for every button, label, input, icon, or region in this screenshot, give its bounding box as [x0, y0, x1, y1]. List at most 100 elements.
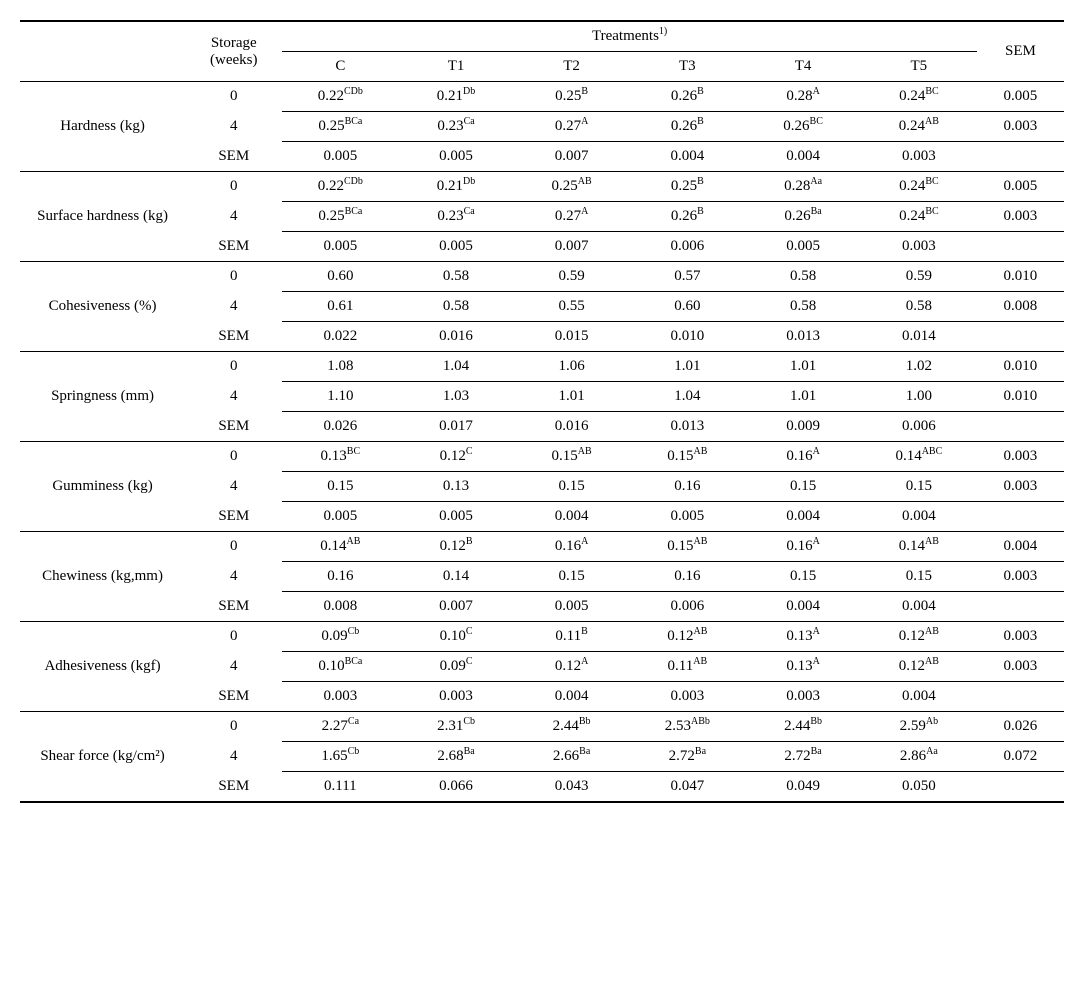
value-number: 2.31 — [437, 718, 463, 734]
value-cell: 0.12AB — [861, 622, 977, 652]
value-cell: 0.22CDb — [282, 82, 398, 112]
storage-cell: 0 — [185, 622, 282, 652]
value-cell: 0.003 — [745, 682, 861, 712]
storage-cell: SEM — [185, 412, 282, 442]
value-number: 1.01 — [790, 388, 816, 404]
value-cell: 0.004 — [861, 592, 977, 622]
value-number: 0.007 — [439, 598, 473, 614]
row-group-label: Adhesiveness (kgf) — [20, 622, 185, 712]
value-number: 0.59 — [558, 268, 584, 284]
value-cell: 0.007 — [514, 142, 630, 172]
value-number: 0.09 — [321, 628, 347, 644]
sem-cell — [977, 412, 1064, 442]
value-cell: 1.04 — [398, 352, 514, 382]
value-cell: 0.005 — [282, 502, 398, 532]
value-number: 1.01 — [674, 358, 700, 374]
storage-cell: 4 — [185, 112, 282, 142]
sem-cell: 0.010 — [977, 262, 1064, 292]
value-number: 0.55 — [558, 298, 584, 314]
value-cell: 0.23Ca — [398, 112, 514, 142]
value-sup: AB — [925, 116, 939, 127]
treatments-header: Treatments1) — [282, 21, 976, 52]
value-cell: 0.009 — [745, 412, 861, 442]
sem-cell: 0.005 — [977, 82, 1064, 112]
value-cell: 0.14AB — [282, 532, 398, 562]
value-cell: 0.010 — [629, 322, 745, 352]
value-cell: 0.005 — [629, 502, 745, 532]
value-sup: CDb — [344, 176, 363, 187]
storage-header: Storage (weeks) — [185, 21, 282, 82]
value-number: 0.15 — [552, 448, 578, 464]
value-number: 0.008 — [323, 598, 357, 614]
value-cell: 0.013 — [745, 322, 861, 352]
value-cell: 0.15 — [514, 562, 630, 592]
value-cell: 0.09Cb — [282, 622, 398, 652]
value-sup: Aa — [926, 746, 938, 757]
value-number: 0.11 — [668, 658, 694, 674]
value-number: 0.12 — [899, 628, 925, 644]
value-cell: 0.004 — [745, 502, 861, 532]
value-cell: 0.005 — [745, 232, 861, 262]
value-number: 0.005 — [555, 598, 589, 614]
value-sup: Bb — [810, 716, 822, 727]
value-sup: Ba — [695, 746, 706, 757]
value-sup: B — [581, 86, 588, 97]
value-number: 0.15 — [667, 448, 693, 464]
value-number: 0.14 — [320, 538, 346, 554]
value-cell: 0.15 — [861, 562, 977, 592]
value-cell: 1.08 — [282, 352, 398, 382]
value-cell: 0.007 — [514, 232, 630, 262]
value-sup: Ba — [579, 746, 590, 757]
value-cell: 0.050 — [861, 772, 977, 803]
value-number: 0.58 — [906, 298, 932, 314]
value-sup: Ca — [348, 716, 359, 727]
value-sup: B — [581, 626, 588, 637]
storage-cell: 0 — [185, 82, 282, 112]
value-cell: 0.004 — [861, 682, 977, 712]
sem-cell: 0.003 — [977, 622, 1064, 652]
value-number: 0.004 — [786, 508, 820, 524]
value-cell: 0.25AB — [514, 172, 630, 202]
value-number: 0.005 — [439, 148, 473, 164]
value-cell: 0.004 — [745, 142, 861, 172]
value-sup: BCa — [345, 656, 363, 667]
value-sup: Ba — [811, 746, 822, 757]
value-sup: CDb — [344, 86, 363, 97]
value-sup: A — [813, 86, 820, 97]
value-cell: 0.13A — [745, 622, 861, 652]
value-cell: 0.15AB — [514, 442, 630, 472]
value-number: 0.007 — [555, 238, 589, 254]
value-number: 0.004 — [902, 508, 936, 524]
value-number: 2.72 — [669, 748, 695, 764]
value-number: 0.26 — [784, 208, 810, 224]
value-number: 0.043 — [555, 778, 589, 794]
row-label-header — [20, 21, 185, 82]
value-cell: 0.15 — [745, 562, 861, 592]
value-number: 0.27 — [555, 208, 581, 224]
value-cell: 0.005 — [282, 232, 398, 262]
storage-cell: SEM — [185, 322, 282, 352]
value-sup: C — [466, 626, 473, 637]
col-header: T5 — [861, 52, 977, 82]
sem-cell — [977, 232, 1064, 262]
value-number: 0.58 — [790, 268, 816, 284]
value-number: 0.13 — [786, 628, 812, 644]
value-cell: 0.59 — [514, 262, 630, 292]
value-sup: C — [466, 446, 473, 457]
value-cell: 0.043 — [514, 772, 630, 803]
value-sup: Ab — [926, 716, 938, 727]
value-sup: Ba — [811, 206, 822, 217]
value-number: 2.44 — [784, 718, 810, 734]
sem-cell: 0.005 — [977, 172, 1064, 202]
storage-cell: 0 — [185, 172, 282, 202]
value-sup: AB — [693, 656, 707, 667]
value-number: 1.03 — [443, 388, 469, 404]
value-number: 0.25 — [318, 118, 344, 134]
value-number: 1.04 — [674, 388, 700, 404]
value-cell: 0.047 — [629, 772, 745, 803]
storage-cell: 4 — [185, 292, 282, 322]
row-group-label: Hardness (kg) — [20, 82, 185, 172]
value-cell: 0.003 — [861, 142, 977, 172]
value-cell: 1.10 — [282, 382, 398, 412]
value-number: 0.005 — [439, 508, 473, 524]
